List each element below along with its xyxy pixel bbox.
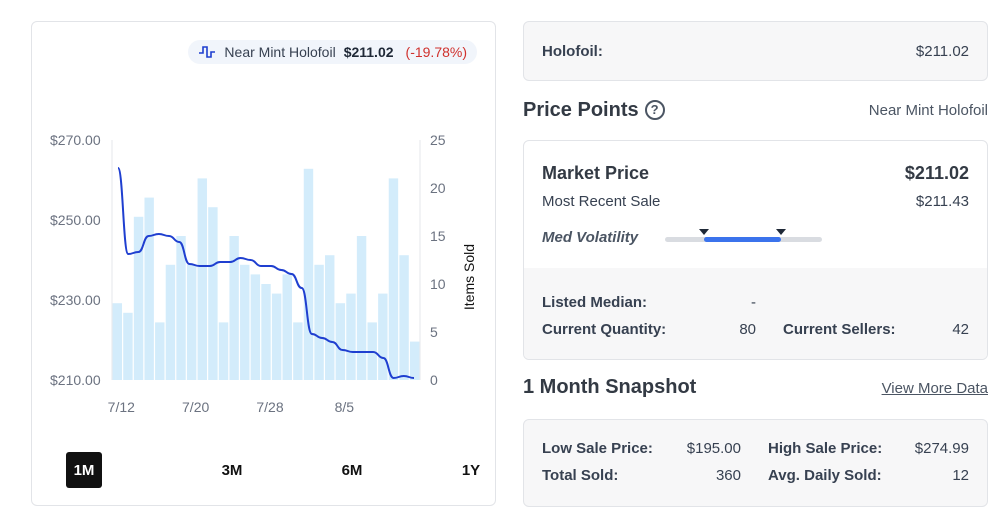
price-points-condition: Near Mint Holofoil	[868, 102, 988, 119]
listed-median-value: -	[751, 294, 756, 311]
y-right-tick-label: 5	[430, 324, 438, 340]
high-sale-label: High Sale Price:	[768, 440, 883, 457]
listed-median-label: Listed Median:	[542, 294, 648, 311]
current-quantity-label: Current Quantity:	[542, 321, 667, 338]
items-sold-bar	[112, 303, 123, 380]
market-price-value: $211.02	[904, 163, 969, 183]
price-history-card: Near Mint Holofoil $211.02 (-19.78%) $27…	[31, 21, 496, 506]
volatility-range	[704, 237, 781, 242]
y-right-tick-label: 20	[430, 180, 446, 196]
items-sold-bar	[325, 255, 335, 380]
y-right-tick-label: 0	[430, 372, 438, 388]
y-left-tick-label: $210.00	[50, 372, 101, 388]
market-price-label: Market Price	[542, 163, 650, 183]
range-button-6m[interactable]: 6M	[341, 461, 363, 479]
range-button-1m[interactable]: 1M	[66, 452, 102, 488]
market-price-line	[117, 167, 415, 380]
recent-sale-label: Most Recent Sale	[542, 193, 661, 210]
items-sold-bar	[186, 264, 197, 380]
legend-condition: Near Mint Holofoil	[224, 44, 336, 60]
y-left-tick-label: $270.00	[50, 132, 101, 148]
items-sold-bar	[303, 168, 314, 380]
volatility-label: Med Volatility	[542, 229, 639, 246]
items-sold-bar	[176, 236, 186, 380]
x-tick-label: 8/5	[335, 399, 355, 415]
low-sale-value: $195.00	[686, 440, 741, 457]
x-tick-label: 7/20	[182, 399, 209, 415]
items-sold-bar	[240, 264, 250, 380]
items-sold-bar	[250, 274, 261, 380]
items-sold-bar	[123, 312, 133, 380]
legend-price: $211.02	[343, 44, 394, 60]
current-sellers-value: 42	[952, 321, 969, 338]
y-left-tick-label: $250.00	[50, 212, 101, 228]
legend-change: (-19.78%)	[405, 44, 467, 60]
volatility-meter	[665, 229, 822, 242]
price-points-card: Market Price $211.02 Most Recent Sale $2…	[523, 140, 988, 360]
items-sold-bar	[346, 293, 356, 380]
items-sold-bar	[155, 322, 165, 380]
items-sold-bar	[314, 264, 324, 380]
items-sold-bar	[144, 197, 154, 380]
avg-daily-sold-value: 12	[952, 467, 969, 484]
help-icon[interactable]: ?	[644, 99, 665, 120]
low-sale-label: Low Sale Price:	[542, 440, 653, 457]
snapshot-title: 1 Month Snapshot	[523, 376, 697, 398]
recent-sale-value: $211.43	[915, 193, 969, 210]
current-sellers-label: Current Sellers:	[783, 321, 896, 338]
items-sold-bar	[261, 284, 271, 380]
high-sale-value: $274.99	[914, 440, 969, 457]
y-right-tick-label: 15	[430, 228, 446, 244]
items-sold-bar	[378, 293, 388, 380]
items-sold-bar	[399, 255, 409, 380]
holofoil-label: Holofoil:	[542, 42, 603, 60]
view-more-data-link[interactable]: View More Data	[881, 380, 988, 397]
holofoil-price-row: Holofoil: $211.02	[523, 21, 988, 81]
items-sold-bar	[356, 236, 367, 380]
price-points-title: Price Points?	[523, 99, 665, 122]
pulse-icon	[199, 46, 216, 58]
items-sold-bar	[335, 303, 346, 380]
items-sold-bar	[388, 178, 399, 380]
current-quantity-value: 80	[739, 321, 756, 338]
items-sold-bar	[282, 274, 292, 380]
y-left-tick-label: $230.00	[50, 292, 101, 308]
avg-daily-sold-label: Avg. Daily Sold:	[768, 467, 882, 484]
x-tick-label: 7/28	[256, 399, 283, 415]
price-points-title-text: Price Points	[523, 99, 639, 121]
y-right-tick-label: 10	[430, 276, 446, 292]
holofoil-value: $211.02	[915, 42, 969, 60]
range-selector: 1M 3M 6M 1Y	[66, 452, 480, 488]
y-right-axis-label: Items Sold	[461, 244, 477, 310]
volatility-low-marker	[699, 229, 709, 235]
y-right-tick-label: 25	[430, 132, 446, 148]
volatility-high-marker	[776, 229, 786, 235]
price-history-chart: $270.00 $250.00 $230.00 $210.00 25 20 15 10 5 0 It…	[50, 132, 477, 415]
items-sold-bar	[165, 264, 176, 380]
listing-stats: Listed Median: - Current Quantity: 80 Cu…	[524, 268, 987, 359]
range-button-1y[interactable]: 1Y	[461, 461, 481, 479]
items-sold-bar	[197, 178, 207, 380]
items-sold-bar	[218, 322, 229, 380]
items-sold-bar	[293, 322, 303, 380]
items-sold-bar	[271, 293, 282, 380]
range-button-3m[interactable]: 3M	[221, 461, 243, 479]
x-tick-label: 7/12	[108, 399, 135, 415]
items-sold-bar	[409, 341, 420, 380]
items-sold-bar	[229, 236, 239, 380]
items-sold-bar	[208, 207, 218, 380]
total-sold-value: 360	[715, 467, 741, 484]
chart-legend: Near Mint Holofoil $211.02 (-19.78%)	[188, 40, 477, 64]
snapshot-card: Low Sale Price: $195.00 High Sale Price:…	[523, 419, 988, 507]
items-sold-bar	[133, 216, 144, 380]
total-sold-label: Total Sold:	[542, 467, 619, 484]
